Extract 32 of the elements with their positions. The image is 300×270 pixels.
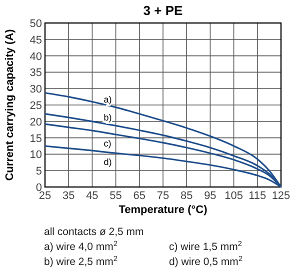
x-tick-label: 65 — [133, 190, 146, 202]
text: a) wire 4,0 mm$^{2}$ — [44, 238, 118, 253]
chart-title: 3 + PE — [143, 3, 184, 18]
x-tick-label: 75 — [156, 190, 170, 202]
y-tick-label: 20 — [30, 116, 42, 128]
x-tick-label: 35 — [62, 190, 75, 202]
y-tick-label: 5 — [36, 166, 42, 178]
text: c) wire 1,5 mm$^{2}$ — [169, 238, 242, 253]
x-axis-title: Temperature (°C) — [118, 204, 208, 216]
x-tick-label: 95 — [204, 190, 216, 202]
y-tick-label: 40 — [30, 50, 42, 63]
x-tick-label: 115 — [248, 190, 266, 202]
series-label: a) — [104, 94, 112, 104]
series-label: c) — [104, 138, 112, 149]
x-tick-label: 55 — [110, 190, 122, 202]
y-tick-label: 50 — [30, 18, 42, 30]
series-label: b) — [104, 112, 112, 123]
x-tick-label: 85 — [180, 190, 193, 202]
y-tick-label: 30 — [30, 84, 42, 96]
series-label: d) — [104, 157, 112, 168]
y-tick-label: 15 — [30, 132, 42, 145]
text: d) wire 0,5 mm$^{2}$ — [169, 254, 243, 268]
text: all contacts ø 2,5 mm — [44, 226, 144, 238]
x-tick-label: 105 — [224, 190, 243, 202]
y-tick-label: 25 — [30, 100, 42, 112]
y-tick-label: 35 — [30, 67, 42, 80]
y-tick-label: 45 — [30, 34, 42, 46]
x-tick-label: 45 — [86, 190, 98, 202]
text: b) wire 2,5 mm$^{2}$ — [44, 254, 118, 268]
y-axis-title: Current carrying capacity (A) — [4, 28, 16, 181]
y-tick-label: 10 — [30, 149, 42, 162]
x-tick-label: 125 — [272, 190, 290, 202]
